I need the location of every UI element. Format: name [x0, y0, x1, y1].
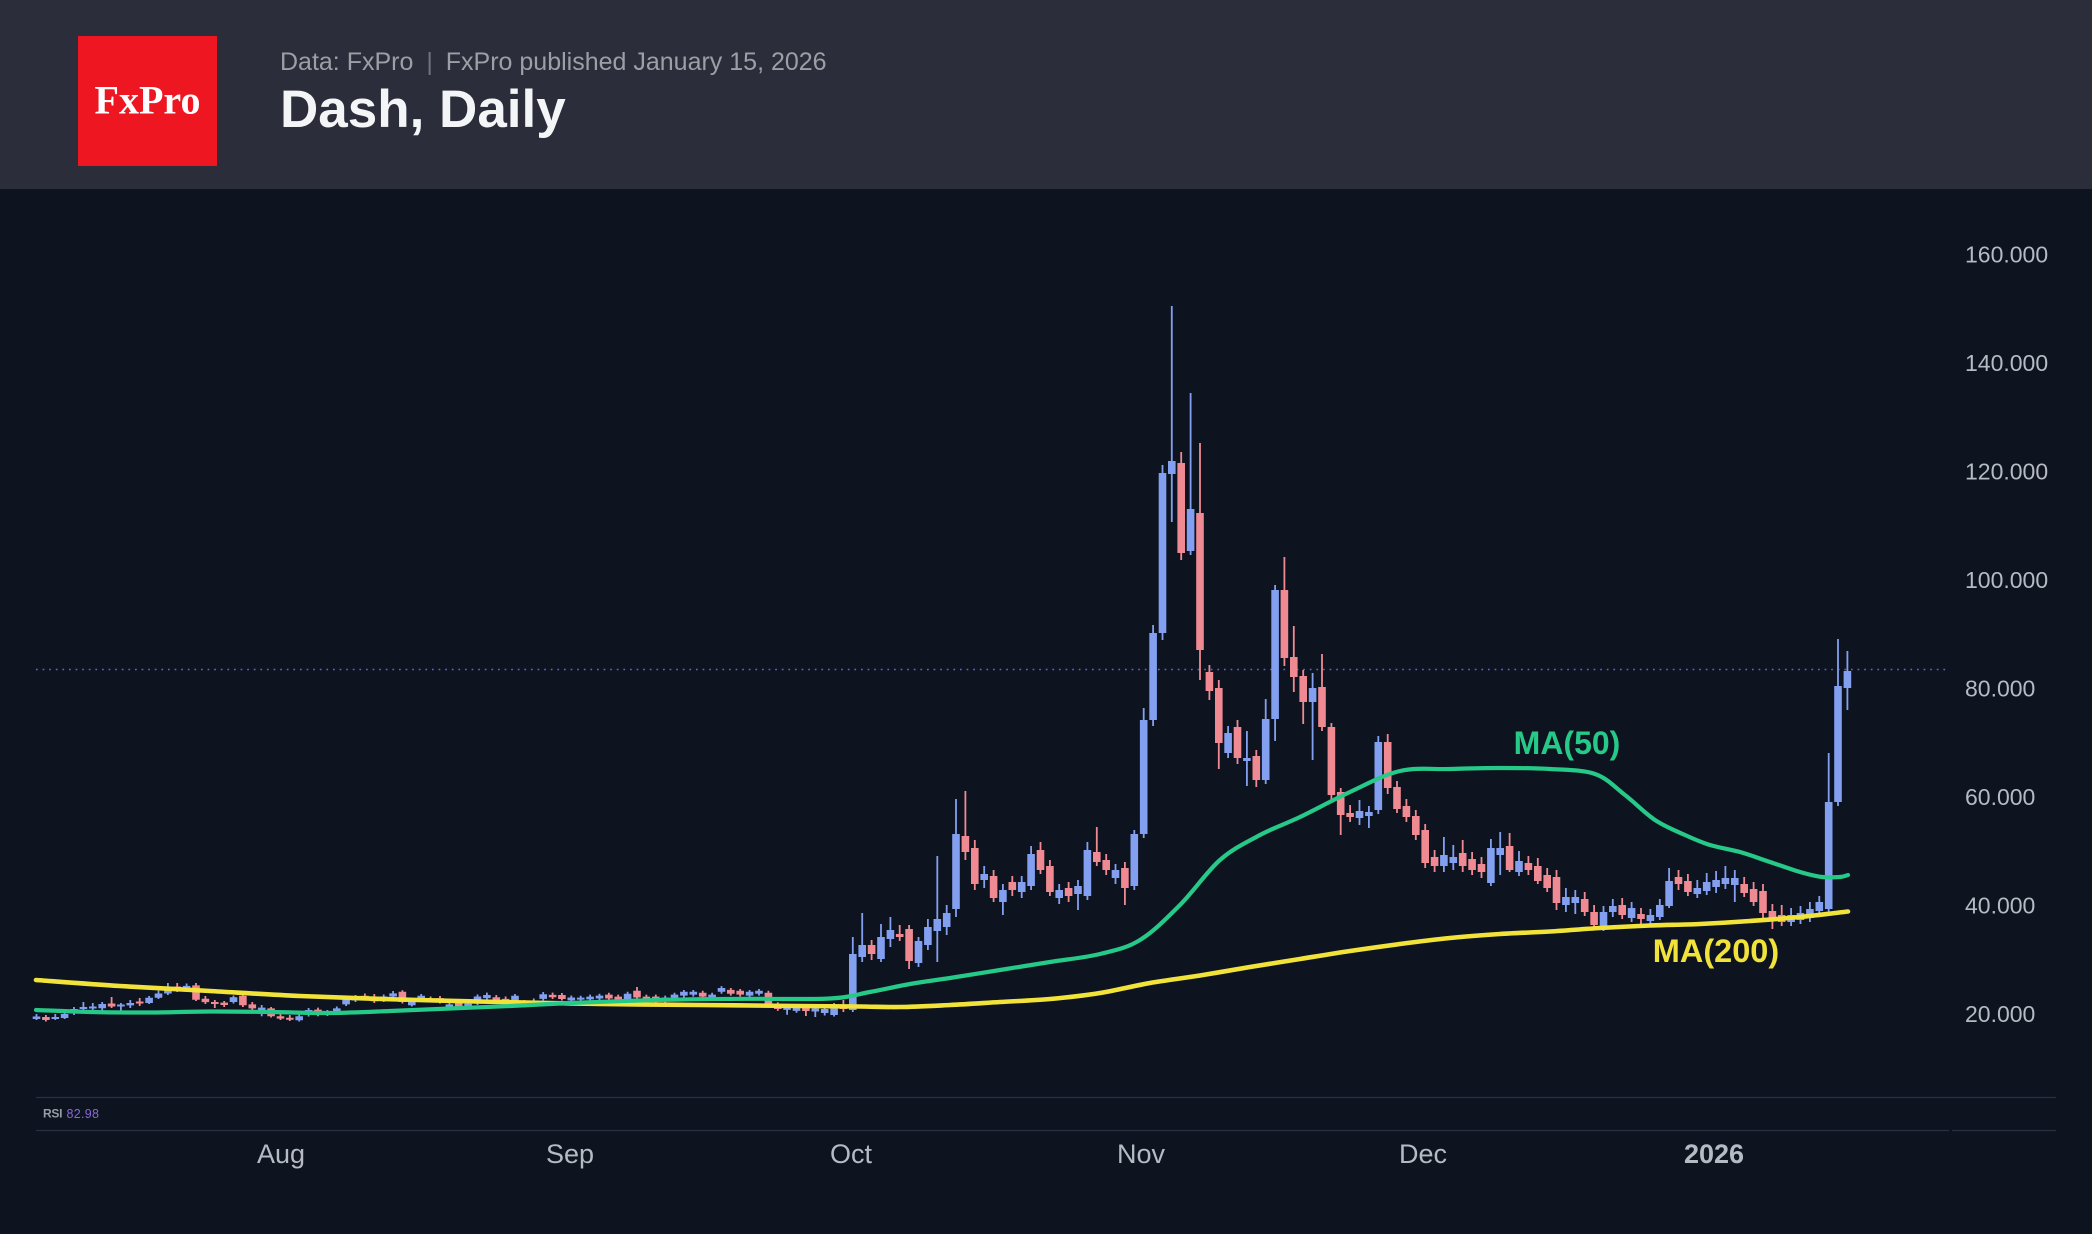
svg-text:RSI: RSI — [43, 1107, 62, 1121]
svg-text:Oct: Oct — [830, 1139, 873, 1169]
svg-text:Nov: Nov — [1117, 1139, 1166, 1169]
svg-text:2026: 2026 — [1684, 1139, 1744, 1169]
svg-text:100.000: 100.000 — [1965, 567, 2048, 593]
svg-text:60.000: 60.000 — [1965, 784, 2035, 810]
svg-text:Dec: Dec — [1399, 1139, 1447, 1169]
svg-text:40.000: 40.000 — [1965, 893, 2035, 919]
svg-text:Aug: Aug — [257, 1139, 305, 1169]
svg-text:120.000: 120.000 — [1965, 459, 2048, 485]
svg-text:MA(200): MA(200) — [1653, 933, 1779, 969]
svg-text:20.000: 20.000 — [1965, 1001, 2035, 1027]
svg-text:140.000: 140.000 — [1965, 350, 2048, 376]
svg-text:Sep: Sep — [546, 1139, 594, 1169]
svg-text:160.000: 160.000 — [1965, 242, 2048, 268]
svg-text:82.98: 82.98 — [67, 1107, 100, 1121]
svg-text:MA(50): MA(50) — [1514, 725, 1621, 761]
svg-text:80.000: 80.000 — [1965, 676, 2035, 702]
